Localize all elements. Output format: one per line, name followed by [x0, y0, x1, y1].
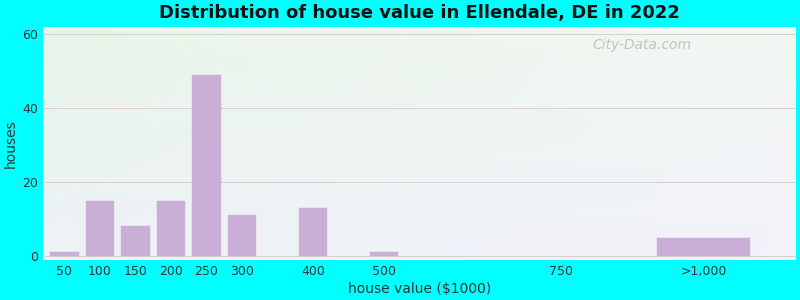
Bar [658, 238, 750, 256]
Bar [298, 208, 327, 256]
Text: City-Data.com: City-Data.com [593, 38, 691, 52]
X-axis label: house value ($1000): house value ($1000) [348, 282, 491, 296]
Bar [157, 201, 185, 256]
Bar [50, 252, 78, 256]
Bar [86, 201, 114, 256]
Bar [228, 215, 256, 256]
Bar [121, 226, 150, 256]
Bar [192, 75, 221, 256]
Y-axis label: houses: houses [4, 119, 18, 167]
Bar [370, 252, 398, 256]
Title: Distribution of house value in Ellendale, DE in 2022: Distribution of house value in Ellendale… [159, 4, 680, 22]
